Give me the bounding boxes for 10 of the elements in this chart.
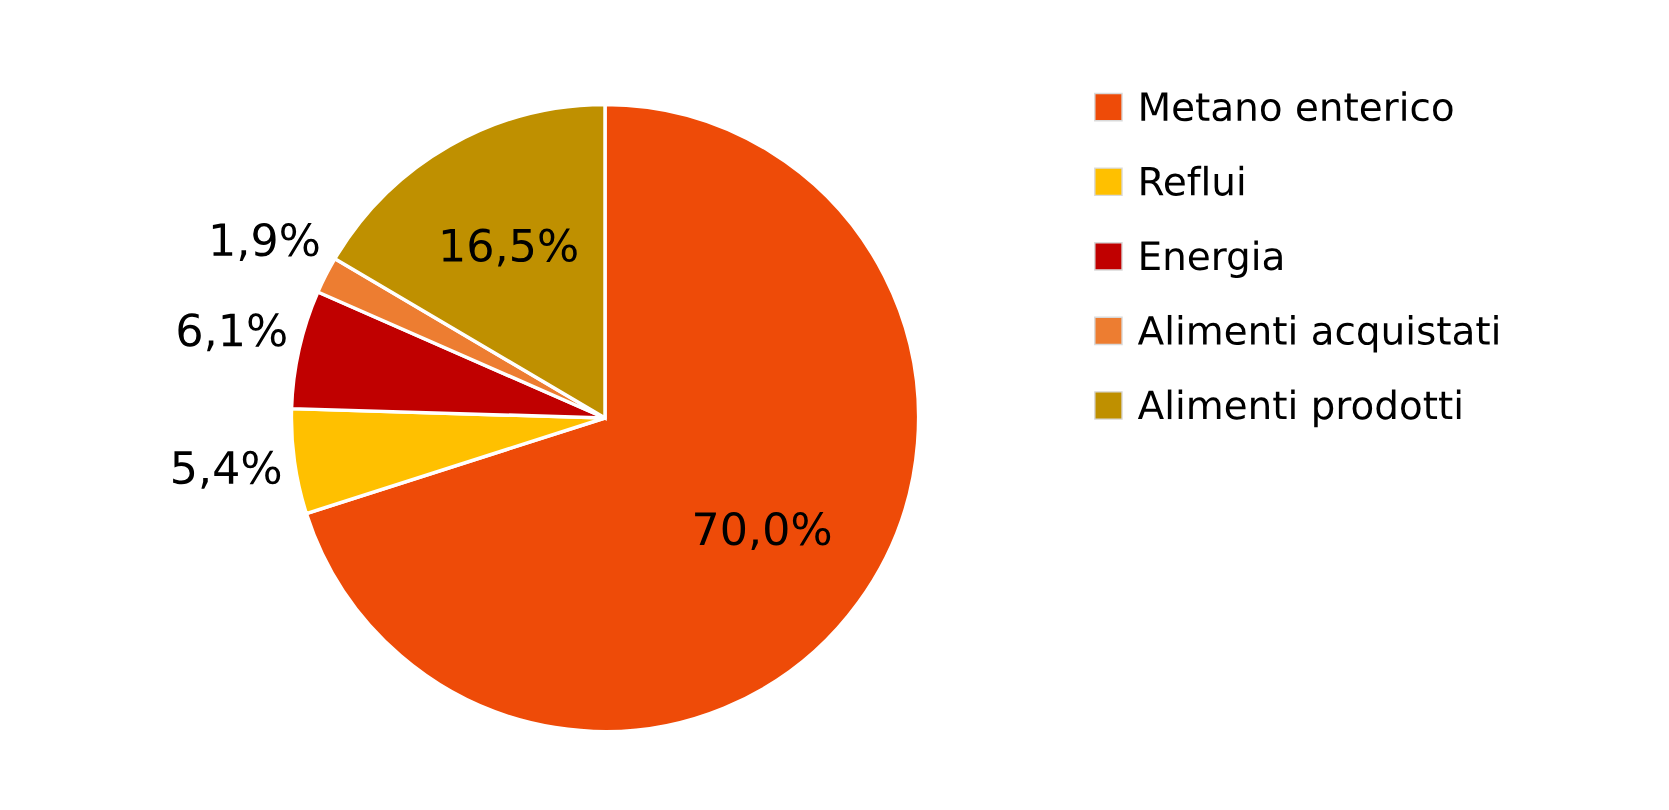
legend-label: Energia	[1141, 240, 1282, 279]
legend-label: Reflui	[1141, 165, 1244, 196]
data-label: 6,1%	[178, 313, 286, 352]
legend-label: Alimenti acquistati	[1137, 314, 1498, 353]
data-label: 16,5%	[442, 228, 577, 267]
data-label: 70,0%	[695, 511, 831, 551]
legend-label: Alimenti prodotti	[1137, 389, 1461, 428]
data-label: 1,9%	[212, 222, 319, 262]
data-label: 5,4%	[173, 450, 281, 489]
legend-label: Metano enterico	[1141, 91, 1453, 122]
